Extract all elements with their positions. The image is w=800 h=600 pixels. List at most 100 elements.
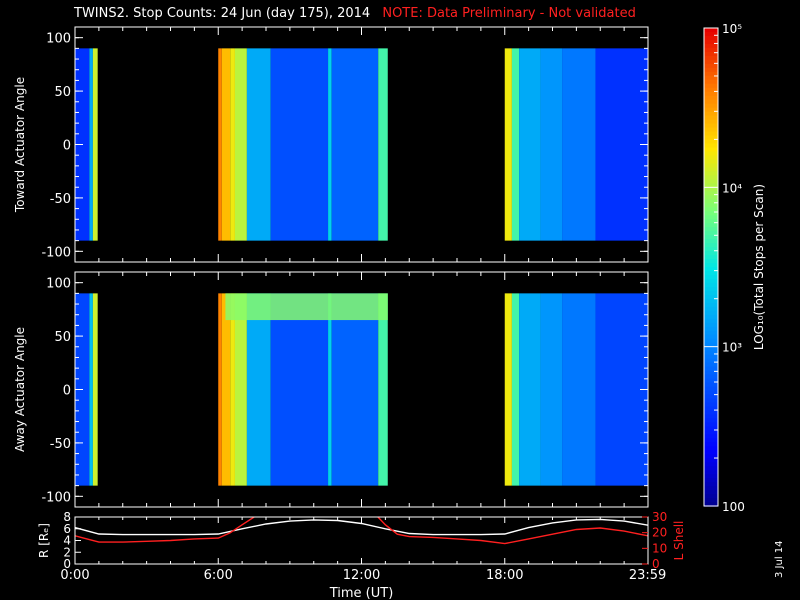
- colorbar-swatch: [704, 274, 718, 280]
- colorbar-swatch: [704, 31, 718, 37]
- colorbar-swatch: [704, 63, 718, 69]
- colorbar-swatch: [704, 195, 718, 201]
- colorbar-swatch: [704, 438, 718, 444]
- y-tick-label-right: 10: [652, 541, 667, 555]
- colorbar-swatch: [704, 498, 718, 503]
- colorbar-swatch: [704, 191, 718, 197]
- colorbar-swatch: [704, 310, 718, 316]
- title-main: TWINS2. Stop Counts: 24 Jun (day 175), 2…: [74, 6, 371, 21]
- colorbar-swatch: [704, 143, 718, 149]
- y-tick-label-right: 20: [652, 526, 667, 540]
- colorbar-swatch: [704, 251, 718, 256]
- heatmap-column: [562, 48, 596, 241]
- colorbar-tick-label: 10³: [722, 341, 742, 355]
- colorbar-swatch: [704, 282, 718, 288]
- colorbar-swatch: [704, 231, 718, 236]
- heatmap-column: [331, 48, 379, 241]
- y-tick-label-left: 8: [63, 510, 71, 524]
- heatmap-panel-toward: 100 50 0 -50 -100 Toward Actuator Angle: [13, 26, 649, 263]
- colorbar-swatch: [704, 290, 718, 296]
- heatmap-column: [246, 293, 271, 486]
- y-axis-label: Toward Actuator Angle: [13, 77, 27, 213]
- colorbar-swatch: [704, 211, 718, 217]
- colorbar-swatch: [704, 243, 718, 248]
- colorbar-swatch: [704, 478, 718, 483]
- y-tick-label: 100: [46, 277, 71, 292]
- heatmap-column: [540, 48, 563, 241]
- heatmap-column: [504, 48, 512, 241]
- heatmap-column: [519, 48, 541, 241]
- y-axis-label-left: R [Rₑ]: [37, 523, 51, 558]
- heatmap-column: [218, 48, 222, 241]
- colorbar-swatch: [704, 199, 718, 205]
- colorbar-swatch: [704, 442, 718, 448]
- colorbar-swatch: [704, 239, 718, 244]
- colorbar-swatch: [704, 314, 718, 320]
- heatmap-column: [221, 293, 231, 486]
- colorbar-swatch: [704, 47, 718, 53]
- colorbar-swatch: [704, 119, 718, 125]
- colorbar-swatch: [704, 462, 718, 467]
- heatmap-column: [540, 293, 563, 486]
- y-axis-label-right: L Shell: [672, 521, 686, 561]
- heatmap-column: [511, 48, 520, 241]
- colorbar-swatch: [704, 111, 718, 117]
- colorbar-swatch: [704, 422, 718, 428]
- colorbar-swatch: [704, 302, 718, 308]
- colorbar-swatch: [704, 378, 718, 384]
- x-tick-label: 0:00: [60, 568, 89, 583]
- colorbar-tick-label: 100: [722, 500, 745, 514]
- colorbar-swatch: [704, 370, 718, 376]
- heatmap-column: [378, 48, 388, 241]
- y-tick-label-right: 30: [652, 510, 667, 524]
- heatmap-column: [270, 293, 329, 486]
- heatmap-column: [331, 293, 379, 486]
- colorbar-swatch: [704, 263, 718, 268]
- heatmap-column: [218, 293, 222, 486]
- colorbar-swatch: [704, 470, 718, 475]
- colorbar-swatch: [704, 123, 718, 129]
- y-tick-label: -100: [41, 245, 71, 260]
- colorbar-swatch: [704, 175, 718, 181]
- colorbar-swatch: [704, 91, 718, 97]
- colorbar-swatch: [704, 450, 718, 456]
- colorbar-swatch: [704, 51, 718, 57]
- colorbar-swatch: [704, 247, 718, 252]
- colorbar-swatch: [704, 28, 718, 33]
- colorbar-swatch: [704, 83, 718, 89]
- heatmap-column: [328, 293, 332, 486]
- colorbar-swatch: [704, 99, 718, 105]
- colorbar-swatch: [704, 39, 718, 45]
- y-tick-label-left: 2: [63, 545, 71, 559]
- heatmap-column: [234, 293, 247, 486]
- heatmap-column: [230, 48, 235, 241]
- colorbar-swatch: [704, 334, 718, 340]
- colorbar-swatch: [704, 159, 718, 165]
- heatmap-column: [519, 293, 541, 486]
- colorbar-swatch: [704, 87, 718, 93]
- colorbar-swatch: [704, 219, 718, 224]
- colorbar-tick-label: 10⁵: [722, 22, 742, 36]
- colorbar-swatch: [704, 179, 718, 185]
- r-distance-line: [75, 518, 648, 536]
- colorbar-swatch: [704, 330, 718, 336]
- heatmap-column: [595, 293, 648, 486]
- colorbar-swatch: [704, 167, 718, 173]
- y-tick-label: -100: [41, 490, 71, 505]
- colorbar-swatch: [704, 139, 718, 145]
- colorbar-swatch: [704, 486, 718, 491]
- heatmap-high-band: [225, 293, 388, 321]
- l-shell-line: [376, 517, 648, 545]
- figure-title: TWINS2. Stop Counts: 24 Jun (day 175), 2…: [74, 6, 636, 21]
- colorbar-swatch: [704, 446, 718, 452]
- colorbar-swatch: [704, 326, 718, 332]
- colorbar-swatch: [704, 350, 718, 356]
- colorbar-swatch: [704, 270, 718, 276]
- colorbar-swatch: [704, 35, 718, 41]
- colorbar-swatch: [704, 103, 718, 109]
- date-stamp: 3 Jul 14: [774, 540, 785, 578]
- title-note: NOTE: Data Preliminary - Not validated: [382, 6, 636, 21]
- y-tick-label: -50: [50, 192, 71, 207]
- colorbar-swatch: [704, 187, 718, 193]
